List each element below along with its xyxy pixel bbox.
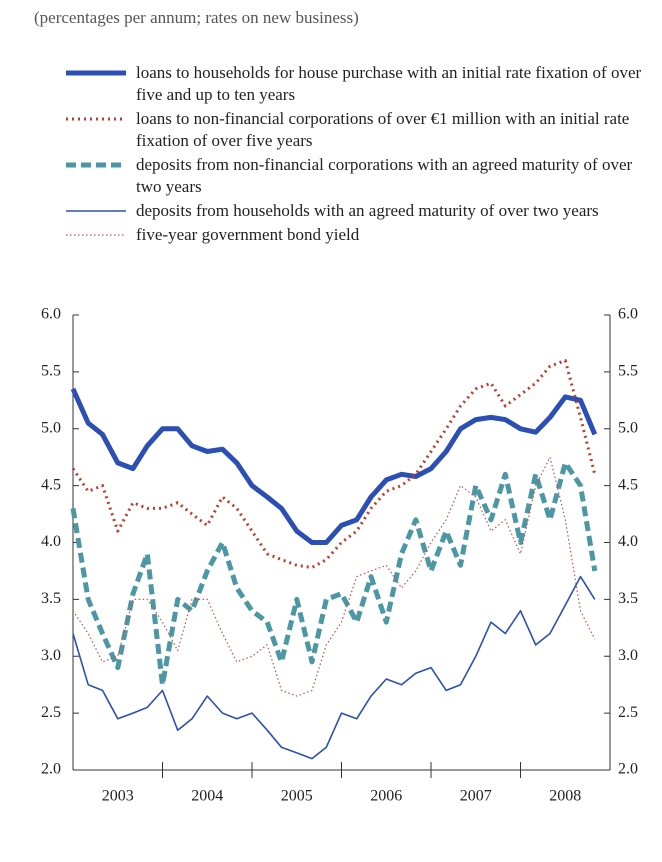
legend-label: deposits from non-financial corporations… [136, 155, 633, 196]
x-tick-label: 2008 [549, 788, 581, 805]
y-tick-label: 5.5 [41, 363, 61, 380]
x-tick-label: 2005 [281, 788, 313, 805]
y2-tick-label: 6.0 [618, 306, 638, 323]
y2-tick-label: 5.0 [618, 419, 638, 436]
y2-tick-label: 3.5 [618, 590, 638, 607]
legend-swatch [66, 117, 126, 121]
y-tick-label: 2.0 [41, 761, 61, 778]
legend-entry: loans to non-financial corporations of o… [62, 108, 652, 152]
x-tick-label: 2003 [102, 788, 134, 805]
series-line [70, 387, 598, 545]
x-tick-label: 2006 [370, 788, 402, 805]
legend-swatch [66, 70, 126, 76]
legend-entry: deposits from households with an agreed … [62, 200, 652, 222]
series-line [70, 460, 598, 688]
legend-label: loans to households for house purchase w… [136, 63, 642, 104]
legend-entry: deposits from non-financial corporations… [62, 154, 652, 198]
y-tick-label: 6.0 [41, 306, 61, 323]
y-tick-label: 4.5 [41, 476, 61, 493]
y2-tick-label: 4.0 [618, 533, 638, 550]
y2-tick-label: 2.0 [618, 761, 638, 778]
legend-entry: loans to households for house purchase w… [62, 62, 652, 106]
x-tick-label: 2007 [460, 788, 492, 805]
y2-tick-label: 4.5 [618, 476, 638, 493]
y-tick-label: 4.0 [41, 533, 61, 550]
y2-tick-label: 3.0 [618, 647, 638, 664]
legend-entry: five-year government bond yield [62, 224, 652, 246]
y-tick-label: 5.0 [41, 419, 61, 436]
legend-swatch [66, 210, 126, 212]
y2-tick-label: 5.5 [618, 363, 638, 380]
y-tick-label: 3.0 [41, 647, 61, 664]
x-tick-label: 2004 [191, 788, 223, 805]
legend-swatch [66, 234, 126, 236]
y-tick-label: 3.5 [41, 590, 61, 607]
y-tick-label: 2.5 [41, 704, 61, 721]
legend: loans to households for house purchase w… [62, 62, 652, 248]
series-line [72, 575, 596, 760]
y2-tick-label: 2.5 [618, 704, 638, 721]
chart-subtitle: (percentages per annum; rates on new bus… [34, 8, 359, 27]
legend-swatch [66, 162, 126, 168]
legend-label: deposits from households with an agreed … [136, 201, 599, 220]
series-line [71, 359, 597, 569]
legend-label: five-year government bond yield [136, 225, 360, 244]
legend-label: loans to non-financial corporations of o… [136, 109, 630, 150]
